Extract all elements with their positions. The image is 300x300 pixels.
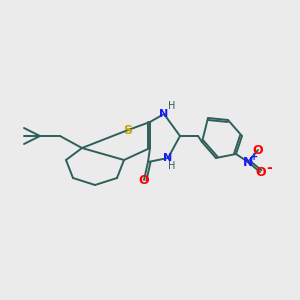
Text: N: N: [159, 109, 169, 119]
Text: +: +: [250, 152, 258, 162]
Text: N: N: [243, 155, 253, 169]
Text: O: O: [256, 166, 266, 178]
Text: S: S: [124, 124, 133, 136]
Text: O: O: [253, 143, 263, 157]
Text: H: H: [168, 101, 176, 111]
Text: H: H: [168, 161, 176, 171]
Text: -: -: [266, 161, 272, 175]
Text: O: O: [139, 173, 149, 187]
Text: N: N: [164, 153, 172, 163]
